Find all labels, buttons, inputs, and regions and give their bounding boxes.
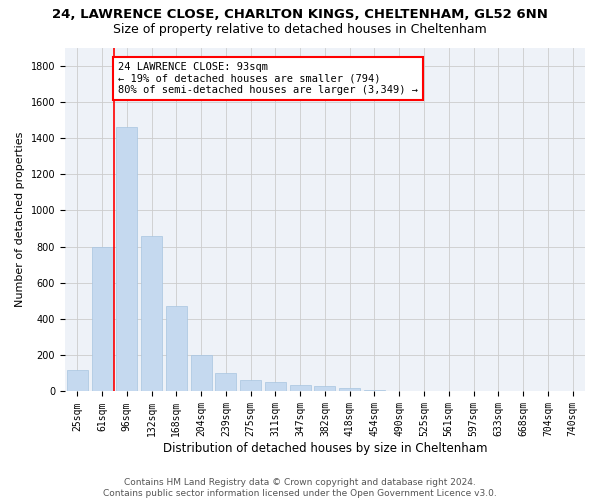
- Bar: [339, 388, 360, 392]
- Text: Size of property relative to detached houses in Cheltenham: Size of property relative to detached ho…: [113, 22, 487, 36]
- Bar: [314, 386, 335, 392]
- Bar: [538, 390, 559, 392]
- Text: 24 LAWRENCE CLOSE: 93sqm
← 19% of detached houses are smaller (794)
80% of semi-: 24 LAWRENCE CLOSE: 93sqm ← 19% of detach…: [118, 62, 418, 95]
- Bar: [240, 380, 261, 392]
- Bar: [389, 390, 410, 392]
- Bar: [92, 246, 113, 392]
- Bar: [290, 385, 311, 392]
- Bar: [413, 391, 434, 392]
- Bar: [191, 356, 212, 392]
- Y-axis label: Number of detached properties: Number of detached properties: [15, 132, 25, 307]
- Bar: [116, 127, 137, 392]
- Bar: [166, 306, 187, 392]
- Text: Contains HM Land Registry data © Crown copyright and database right 2024.
Contai: Contains HM Land Registry data © Crown c…: [103, 478, 497, 498]
- Bar: [215, 374, 236, 392]
- Bar: [141, 236, 162, 392]
- Bar: [67, 370, 88, 392]
- X-axis label: Distribution of detached houses by size in Cheltenham: Distribution of detached houses by size …: [163, 442, 487, 455]
- Bar: [364, 390, 385, 392]
- Text: 24, LAWRENCE CLOSE, CHARLTON KINGS, CHELTENHAM, GL52 6NN: 24, LAWRENCE CLOSE, CHARLTON KINGS, CHEL…: [52, 8, 548, 20]
- Bar: [265, 382, 286, 392]
